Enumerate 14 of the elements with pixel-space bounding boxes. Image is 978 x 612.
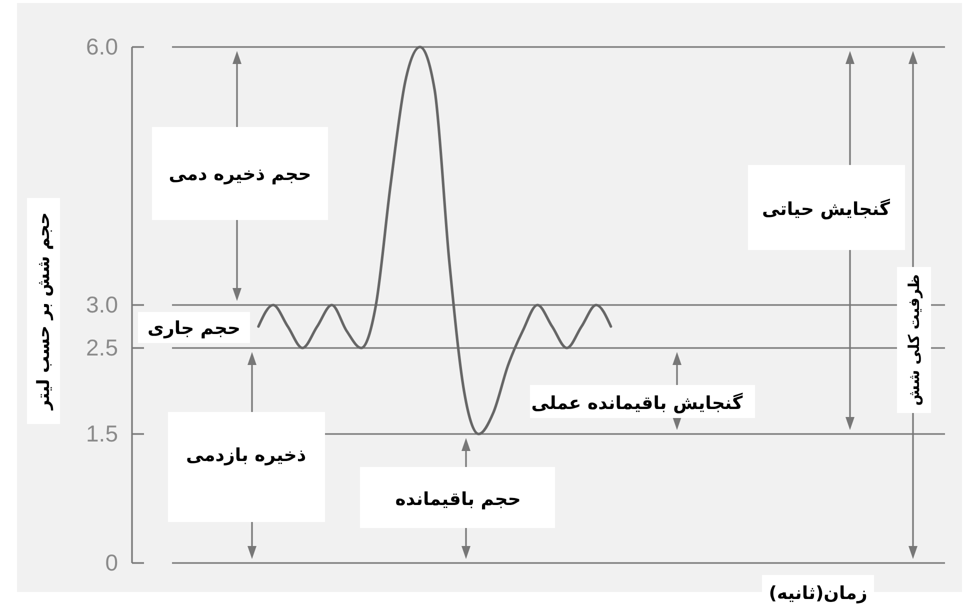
annotation: گنجایش حیاتی <box>762 198 891 220</box>
y-tick-label: 1.5 <box>86 420 118 446</box>
annotation: حجم ذخیره دمی <box>168 164 312 184</box>
annotation: ذخیره بازدمی <box>186 444 306 466</box>
annotation: حجم باقیمانده <box>395 488 521 510</box>
y-tick-label: 2.5 <box>86 334 118 360</box>
annotation: ظرفیت کلی شش <box>905 274 923 406</box>
y-tick-label: 0 <box>105 549 118 576</box>
y-tick-label: 6.0 <box>86 33 118 60</box>
annotation: گنجایش باقیمانده عملی <box>531 392 744 414</box>
x-axis-title: زمان(ثانیه) <box>768 582 868 604</box>
annotation: حجم جاری <box>148 318 240 338</box>
y-axis-title: حجم شش بر حسب لیتر <box>34 212 54 411</box>
y-tick-label: 3.0 <box>86 291 118 318</box>
